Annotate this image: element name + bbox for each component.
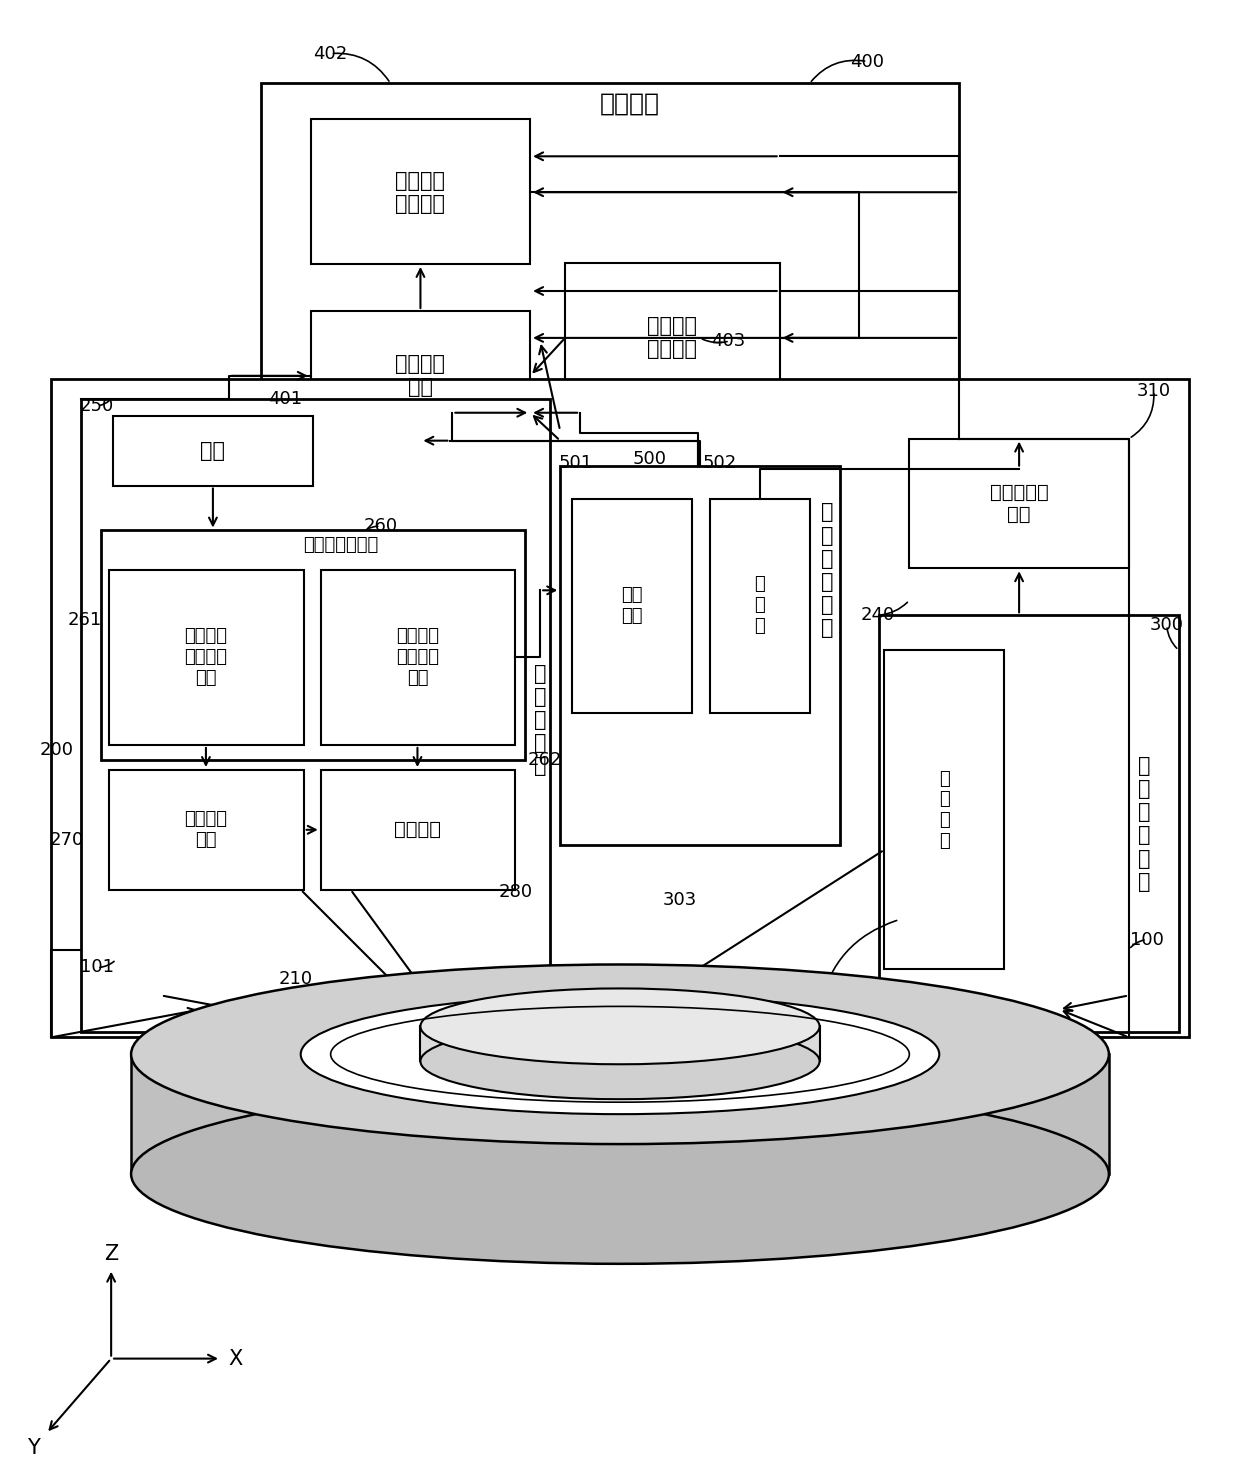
Text: 310: 310 <box>1137 382 1171 400</box>
Text: 调
制
单
元: 调 制 单 元 <box>939 769 950 850</box>
Text: 入
射
光
系
统: 入 射 光 系 统 <box>534 664 547 776</box>
Text: 100: 100 <box>1130 930 1164 949</box>
Bar <box>109 570 304 745</box>
Bar <box>565 263 780 413</box>
Text: 501: 501 <box>559 453 593 472</box>
Text: 230: 230 <box>802 1001 837 1018</box>
Text: Y: Y <box>27 1439 40 1458</box>
Text: 光源: 光源 <box>201 441 226 461</box>
Text: 第一位置
控制单元: 第一位置 控制单元 <box>396 171 445 214</box>
Bar <box>909 438 1128 568</box>
Bar <box>260 84 960 413</box>
Text: 250: 250 <box>81 397 114 415</box>
Bar <box>81 399 551 1032</box>
Ellipse shape <box>131 1085 1109 1263</box>
Text: 入射光调制单元: 入射光调制单元 <box>303 536 378 555</box>
Text: 传
感
器: 传 感 器 <box>754 576 765 635</box>
Bar <box>311 311 531 441</box>
Bar <box>560 465 839 844</box>
Polygon shape <box>131 1054 1109 1173</box>
Text: 403: 403 <box>711 332 745 350</box>
Text: 240: 240 <box>861 607 894 624</box>
Text: 261: 261 <box>68 611 103 629</box>
Text: 第二子入
射光调制
单元: 第二子入 射光调制 单元 <box>396 627 439 686</box>
Bar <box>709 499 810 713</box>
Bar <box>109 770 304 890</box>
Bar <box>572 499 692 713</box>
Bar <box>321 770 516 890</box>
Text: 成像
单元: 成像 单元 <box>621 586 642 624</box>
Text: 聚焦单元: 聚焦单元 <box>394 821 441 840</box>
Bar <box>113 416 312 486</box>
Text: 280: 280 <box>498 883 532 900</box>
Text: 晶
圆
对
准
对
焦: 晶 圆 对 准 对 焦 <box>821 502 833 639</box>
Text: 401: 401 <box>268 390 301 407</box>
Ellipse shape <box>420 989 820 1064</box>
Text: 第二位置
控制单元: 第二位置 控制单元 <box>647 316 697 360</box>
Text: 303: 303 <box>662 890 697 909</box>
Text: 400: 400 <box>851 53 884 71</box>
Text: 101: 101 <box>81 958 114 977</box>
Bar <box>879 615 1179 1032</box>
Text: 502: 502 <box>703 453 737 472</box>
Bar <box>884 651 1004 970</box>
Text: 500: 500 <box>632 450 667 468</box>
Ellipse shape <box>301 995 939 1114</box>
Text: 主信号采集
系统: 主信号采集 系统 <box>990 483 1049 524</box>
Text: 成像运算
单元: 成像运算 单元 <box>396 354 445 397</box>
Bar <box>311 120 531 264</box>
Text: 第一子入
射光调制
单元: 第一子入 射光调制 单元 <box>185 627 227 686</box>
Text: 270: 270 <box>50 831 84 849</box>
Bar <box>102 530 526 760</box>
Text: 光
学
信
号
分
拣: 光 学 信 号 分 拣 <box>1137 756 1149 892</box>
Ellipse shape <box>131 964 1109 1144</box>
Ellipse shape <box>420 1023 820 1100</box>
Text: 402: 402 <box>314 44 347 62</box>
Text: X: X <box>228 1349 243 1368</box>
Text: 200: 200 <box>40 741 73 759</box>
Bar <box>51 379 1189 1038</box>
Polygon shape <box>420 1026 820 1061</box>
Text: 210: 210 <box>279 970 312 989</box>
Text: 控制系统: 控制系统 <box>600 92 660 115</box>
Text: 260: 260 <box>363 518 398 536</box>
Text: 脉冲延迟
单元: 脉冲延迟 单元 <box>185 810 227 849</box>
Bar <box>321 570 516 745</box>
Text: Z: Z <box>104 1244 118 1263</box>
Text: 262: 262 <box>528 751 563 769</box>
Text: 220: 220 <box>403 990 438 1008</box>
Text: 300: 300 <box>1149 617 1184 635</box>
